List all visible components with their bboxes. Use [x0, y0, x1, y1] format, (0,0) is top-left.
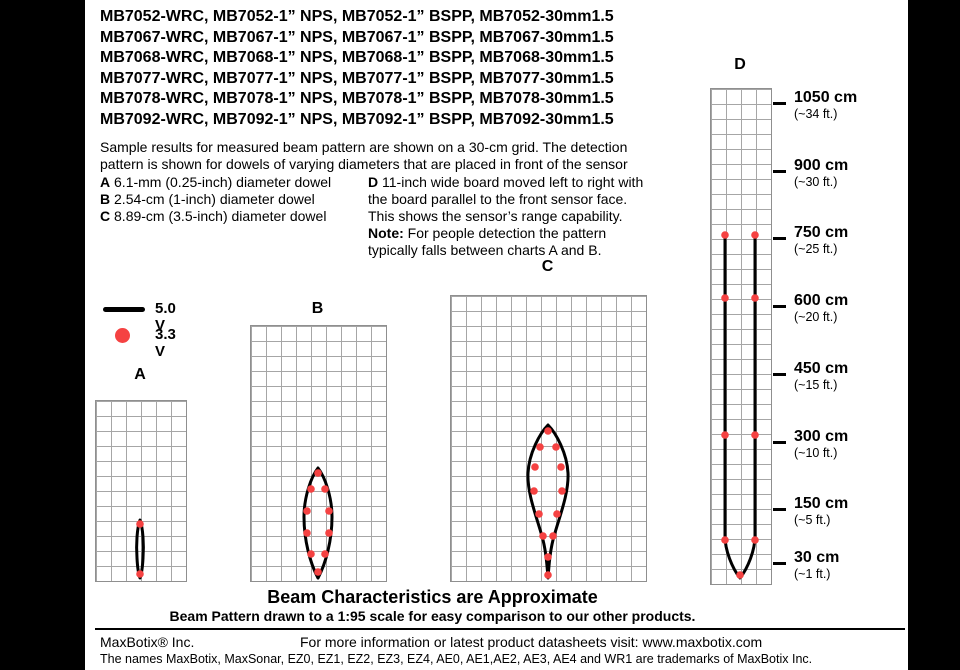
- tick-icon: [773, 305, 786, 308]
- tick-icon: [773, 508, 786, 511]
- tick-icon: [773, 441, 786, 444]
- trademark-note: The names MaxBotix, MaxSonar, EZ0, EZ1, …: [100, 652, 813, 666]
- intro-paragraph: Sample results for measured beam pattern…: [100, 139, 628, 173]
- scale-30cm: 30 cm (~1 ft.): [773, 549, 913, 582]
- dowel-key: B: [100, 191, 111, 207]
- scale-note: Beam Pattern drawn to a 1:95 scale for e…: [169, 608, 696, 624]
- model-line: MB7067-WRC, MB7067-1” NPS, MB7067-1” BSP…: [100, 28, 614, 46]
- solid-line-icon: [103, 307, 145, 312]
- scale-600cm: 600 cm (~20 ft.): [773, 292, 913, 325]
- scale-1050cm: 1050 cm (~34 ft.): [773, 89, 913, 122]
- board-line: the board parallel to the front sensor f…: [368, 191, 628, 207]
- scale-750cm: 750 cm (~25 ft.): [773, 224, 913, 257]
- scale-cm-label: 900 cm: [794, 157, 849, 174]
- intro-line: pattern is shown for dowels of varying d…: [100, 156, 628, 172]
- tick-icon: [773, 237, 786, 240]
- scale-cm-label: 750 cm: [794, 224, 849, 241]
- dowel-item-a: A 6.1-mm (0.25-inch) diameter dowel: [100, 174, 331, 191]
- note-line: Note: For people detection the pattern: [368, 225, 643, 242]
- dowel-key: C: [100, 208, 111, 224]
- tick-icon: [773, 562, 786, 565]
- footer-divider: [95, 628, 905, 630]
- scale-cm-label: 150 cm: [794, 495, 849, 512]
- grid-chart-c: [450, 295, 647, 582]
- note-text: For people detection the pattern: [407, 225, 607, 241]
- dowel-text: 8.89-cm (3.5-inch) diameter dowel: [114, 208, 327, 224]
- chart-b-label: B: [311, 300, 324, 317]
- dowel-item-c: C 8.89-cm (3.5-inch) diameter dowel: [100, 208, 331, 225]
- board-line: This shows the sensor’s range capability…: [368, 208, 623, 224]
- dowel-text: 2.54-cm (1-inch) diameter dowel: [114, 191, 315, 207]
- scale-900cm: 900 cm (~30 ft.): [773, 157, 913, 190]
- model-line: MB7078-WRC, MB7078-1” NPS, MB7078-1” BSP…: [100, 90, 614, 107]
- scale-ft-label: (~15 ft.): [794, 378, 838, 392]
- scale-300cm: 300 cm (~10 ft.): [773, 428, 913, 461]
- scale-ft-label: (~10 ft.): [794, 446, 838, 460]
- tick-icon: [773, 373, 786, 376]
- scale-cm-label: 600 cm: [794, 292, 849, 309]
- scale-450cm: 450 cm (~15 ft.): [773, 360, 913, 393]
- scale-ft-label: (~34 ft.): [794, 107, 838, 121]
- grid-chart-b: [250, 325, 387, 582]
- board-key: D: [368, 174, 379, 190]
- chart-a-label: A: [134, 366, 146, 383]
- model-line: MB7092-WRC, MB7092-1” NPS, MB7092-1” BSP…: [100, 110, 614, 128]
- board-description: D 11-inch wide board moved left to right…: [368, 174, 643, 259]
- chart-c-label: C: [541, 258, 554, 275]
- grid-chart-d: [710, 88, 772, 585]
- approximate-title: Beam Characteristics are Approximate: [267, 587, 598, 607]
- dowel-item-b: B 2.54-cm (1-inch) diameter dowel: [100, 191, 331, 208]
- website-note: For more information or latest product d…: [300, 634, 763, 650]
- scale-ft-label: (~20 ft.): [794, 310, 838, 324]
- scale-ft-label: (~25 ft.): [794, 242, 838, 256]
- model-list: MB7052-WRC, MB7052-1” NPS, MB7052-1” BSP…: [100, 7, 614, 130]
- dowel-key: A: [100, 174, 111, 190]
- company-name: MaxBotix® Inc.: [100, 634, 195, 650]
- legend-3v-label: 3.3 V: [155, 326, 176, 360]
- intro-line: Sample results for measured beam pattern…: [100, 139, 628, 155]
- scale-cm-label: 1050 cm: [794, 89, 858, 106]
- scale-cm-label: 30 cm: [794, 549, 840, 566]
- grid-chart-a: [95, 400, 187, 582]
- tick-icon: [773, 102, 786, 105]
- board-line: D 11-inch wide board moved left to right…: [368, 174, 643, 191]
- note-line: typically falls between charts A and B.: [368, 242, 602, 258]
- model-line: MB7077-WRC, MB7077-1” NPS, MB7077-1” BSP…: [100, 69, 614, 87]
- scale-cm-label: 450 cm: [794, 360, 849, 377]
- red-dot-icon: [115, 328, 130, 343]
- tick-icon: [773, 170, 786, 173]
- board-text: 11-inch wide board moved left to right w…: [382, 174, 644, 190]
- scale-cm-label: 300 cm: [794, 428, 849, 445]
- scale-ft-label: (~5 ft.): [794, 513, 831, 527]
- chart-d-label: D: [734, 56, 746, 73]
- model-line: MB7052-WRC, MB7052-1” NPS, MB7052-1” BSP…: [100, 8, 614, 25]
- model-line: MB7068-WRC, MB7068-1” NPS, MB7068-1” BSP…: [100, 49, 614, 66]
- scale-ft-label: (~30 ft.): [794, 175, 838, 189]
- legend-5v-label: 5.0 V: [155, 300, 176, 334]
- scale-ft-label: (~1 ft.): [794, 567, 831, 581]
- dowel-text: 6.1-mm (0.25-inch) diameter dowel: [114, 174, 332, 190]
- note-key: Note:: [368, 225, 404, 241]
- dowel-list: A 6.1-mm (0.25-inch) diameter dowel B 2.…: [100, 174, 331, 225]
- scale-150cm: 150 cm (~5 ft.): [773, 495, 913, 528]
